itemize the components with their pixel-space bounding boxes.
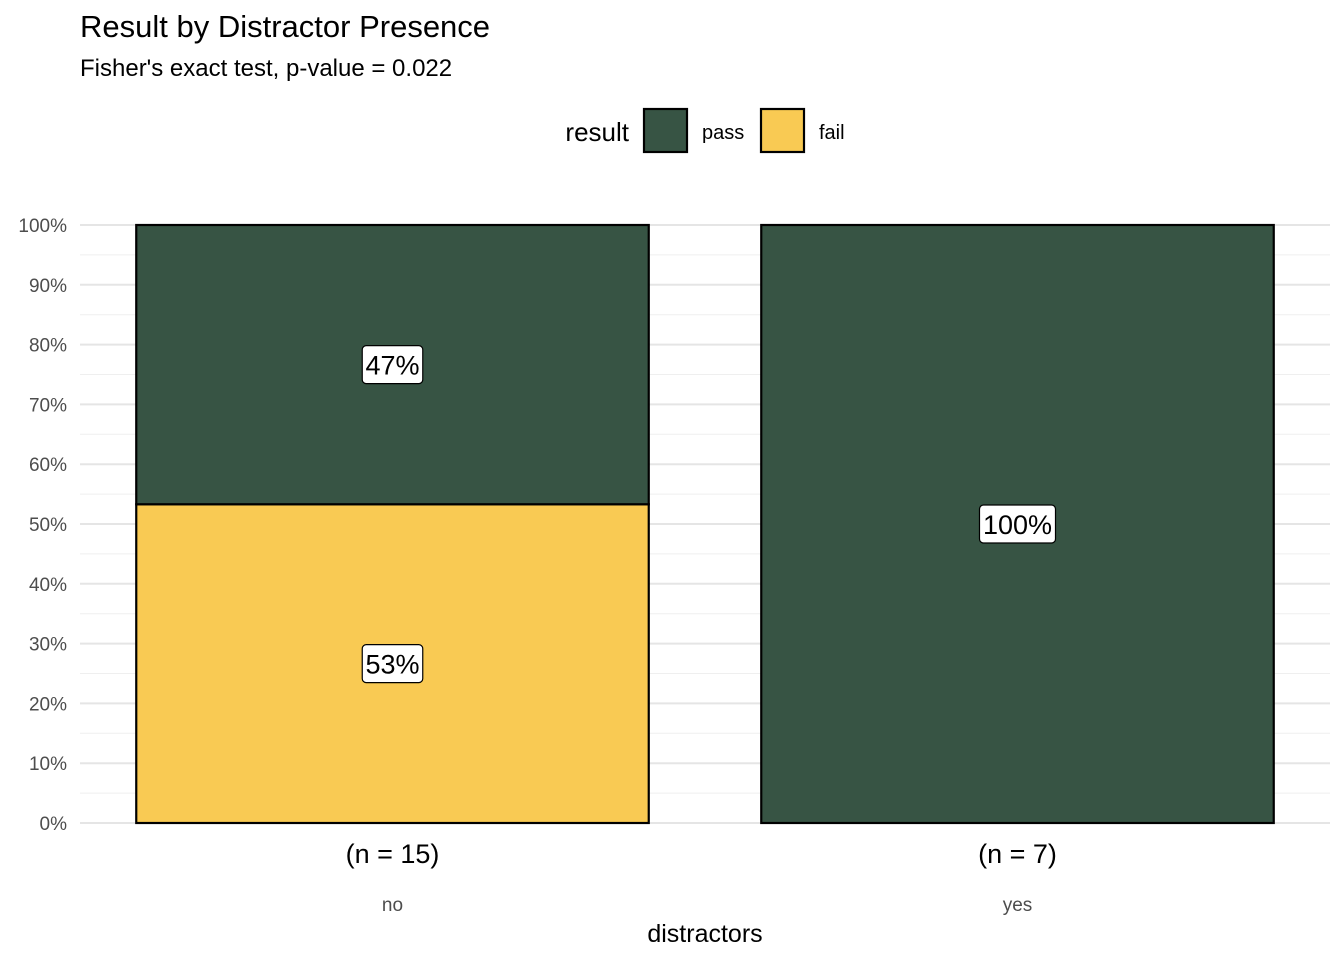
y-tick-label: 60% bbox=[29, 455, 67, 476]
x-tick-label: no bbox=[382, 895, 403, 916]
legend-key-fail bbox=[759, 107, 806, 154]
x-count-label: (n = 7) bbox=[978, 839, 1057, 869]
data-label-box bbox=[361, 644, 424, 684]
data-label-text: 100% bbox=[983, 510, 1052, 540]
data-label: 100% bbox=[978, 504, 1057, 544]
y-tick-label: 10% bbox=[29, 754, 67, 775]
legend-label-pass: pass bbox=[702, 122, 744, 144]
data-label: 53% bbox=[361, 644, 424, 684]
y-tick-label: 70% bbox=[29, 395, 67, 416]
data-label-text: 53% bbox=[365, 650, 419, 680]
y-tick-label: 90% bbox=[29, 276, 67, 297]
data-label-box bbox=[978, 504, 1057, 544]
y-tick-label: 0% bbox=[40, 814, 68, 835]
y-axis: 0% 10% 20% 30% 40% 50% 60% 70% 80% 90% 100% bbox=[18, 216, 67, 835]
data-label-text: 47% bbox=[365, 351, 419, 381]
y-tick-label: 50% bbox=[29, 515, 67, 536]
legend-title: result bbox=[565, 117, 629, 147]
y-tick-label: 30% bbox=[29, 635, 67, 656]
x-axis-label: distractors bbox=[647, 920, 762, 948]
chart-title: Result by Distractor Presence bbox=[80, 9, 490, 44]
x-tick-label: yes bbox=[1003, 895, 1033, 916]
bars bbox=[135, 223, 1275, 825]
data-label-box bbox=[361, 345, 424, 385]
chart-subtitle: Fisher's exact test, p-value = 0.022 bbox=[80, 55, 452, 82]
x-count-label: (n = 15) bbox=[346, 839, 440, 869]
y-tick-label: 40% bbox=[29, 575, 67, 596]
legend-key-pass bbox=[642, 107, 689, 154]
data-labels: 53% 47% 100% bbox=[361, 345, 1057, 684]
y-tick-label: 100% bbox=[18, 216, 67, 237]
legend-label-fail: fail bbox=[819, 122, 845, 144]
data-label: 47% bbox=[361, 345, 424, 385]
x-axis: (n = 15) no (n = 7) yes bbox=[346, 839, 1057, 916]
y-tick-label: 20% bbox=[29, 694, 67, 715]
legend: result pass fail bbox=[565, 107, 845, 154]
y-tick-label: 80% bbox=[29, 336, 67, 357]
